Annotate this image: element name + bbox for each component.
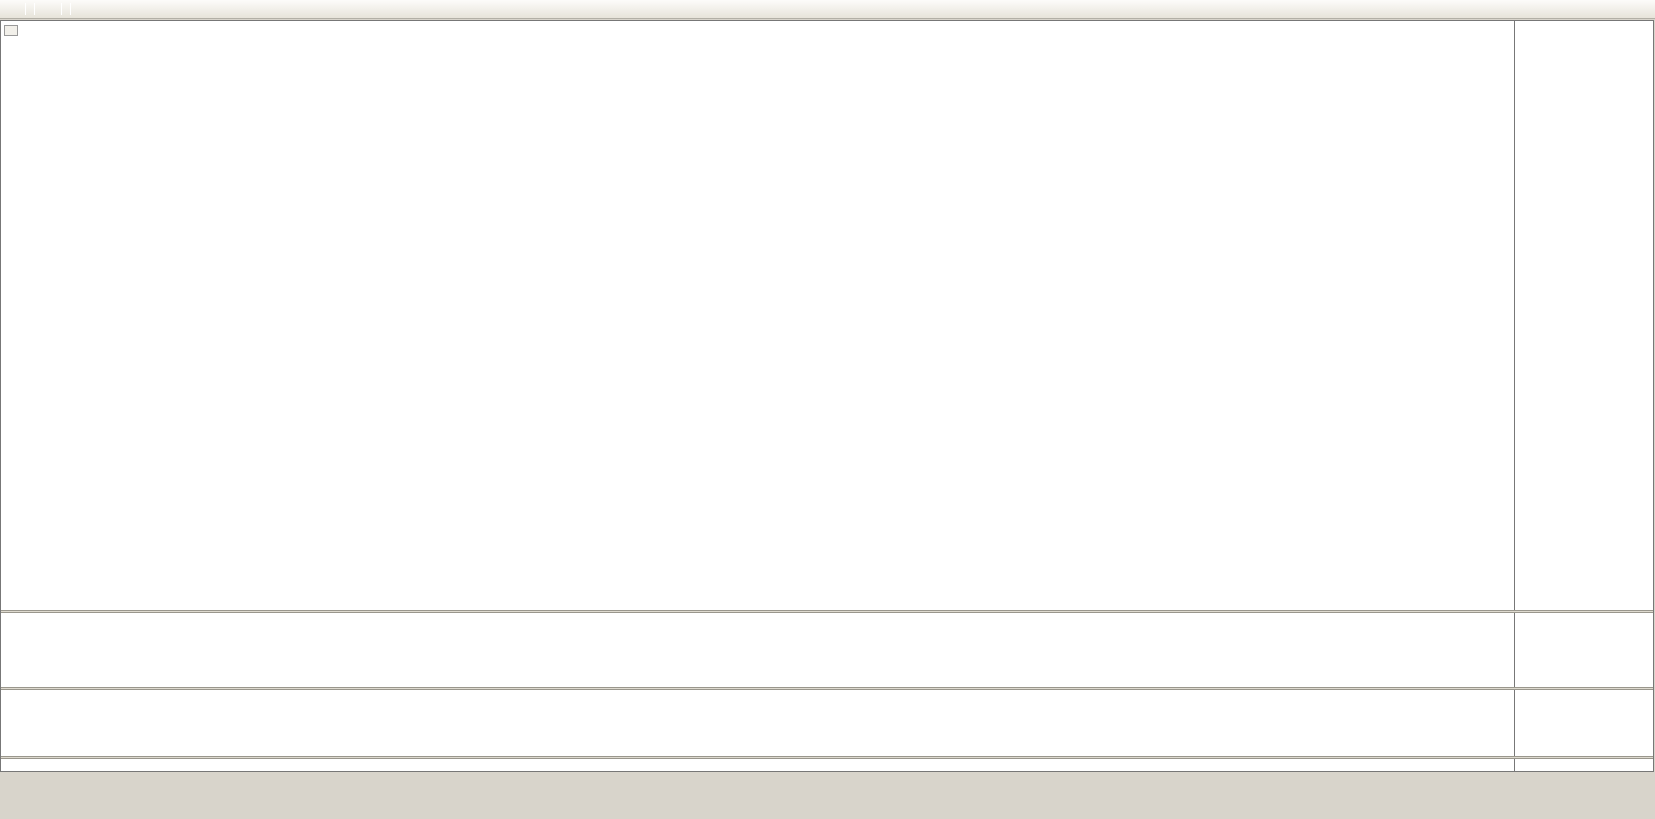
toolbar-separator [70,3,71,15]
auto-trading-button[interactable] [39,2,57,17]
panel-separator[interactable] [1,687,1653,690]
time-axis[interactable] [1,758,1514,773]
main-toolbar [0,0,1655,19]
price-axis[interactable] [1514,21,1653,771]
toolbar-separator [34,3,35,15]
toolbar-separator [25,3,26,15]
chart-canvas[interactable] [1,21,1514,773]
panel-separator[interactable] [1,610,1653,613]
toolbar-separator [61,3,62,15]
chart-menu-button[interactable] [4,25,18,36]
new-order-button[interactable] [3,2,21,17]
panel-separator[interactable] [1,756,1653,759]
workspace-background [0,772,1655,819]
chart-window [0,20,1654,772]
